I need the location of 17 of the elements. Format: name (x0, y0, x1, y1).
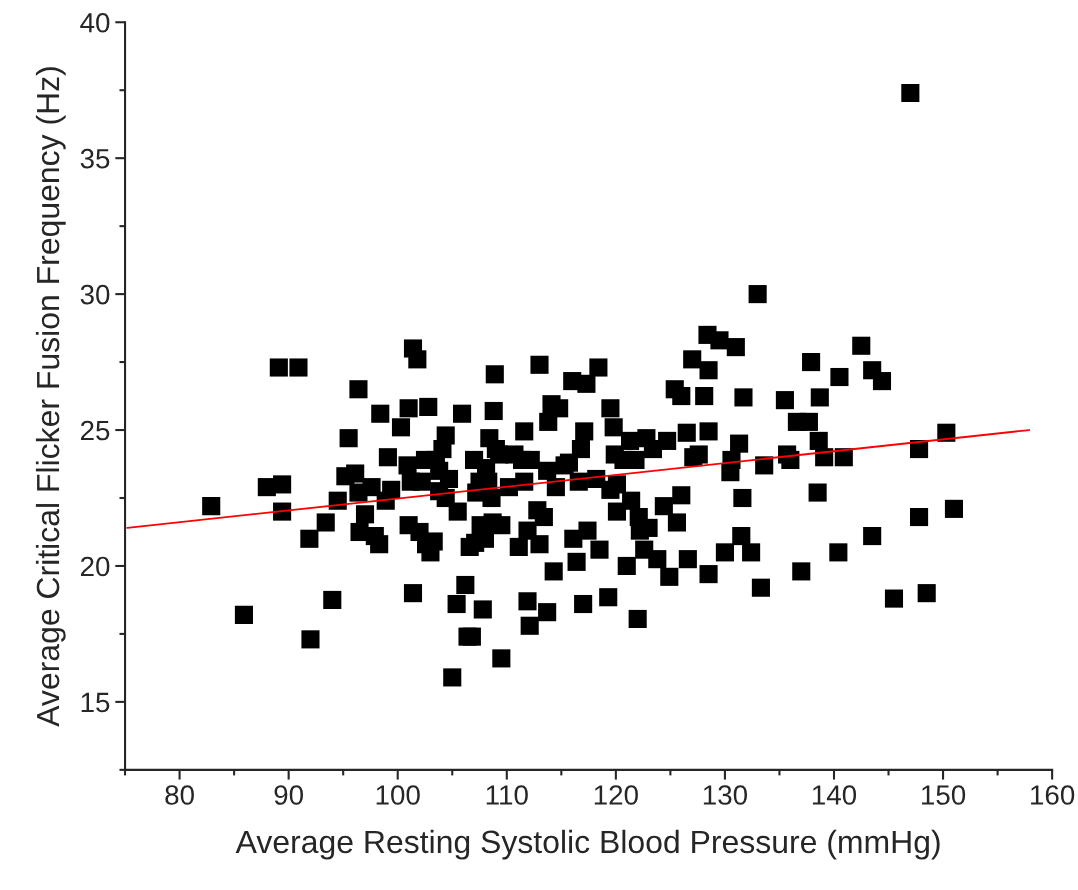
x-tick-label: 120 (594, 785, 638, 805)
x-tick-label: 140 (812, 785, 857, 805)
x-tick-label: 160 (1031, 785, 1075, 805)
y-tick-label: 15 (81, 692, 110, 713)
y-tick-label: 35 (80, 148, 110, 169)
x-tick-label: 90 (274, 785, 304, 805)
y-tick-label: 20 (80, 556, 110, 577)
x-axis-title: Average Resting Systolic Blood Pressure (mmHg) (235, 829, 940, 860)
x-tick-label: 130 (703, 785, 748, 805)
y-axis-title: Average Critical Flicker Fusion Frequency (Hz) (35, 67, 66, 727)
x-tick-label: 100 (376, 785, 420, 805)
x-tick-label: 80 (165, 785, 194, 805)
y-tick-label: 40 (80, 12, 110, 33)
y-tick-label: 25 (80, 420, 110, 441)
x-tick-label: 150 (922, 785, 966, 805)
x-tick-label: 110 (486, 785, 528, 805)
y-tick-label: 30 (80, 284, 110, 305)
